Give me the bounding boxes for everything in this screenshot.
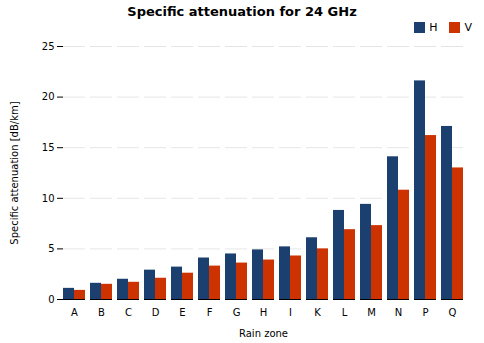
html-text:V: V [464,21,472,34]
svg-text:0: 0 [48,294,54,305]
svg-text:15: 15 [42,142,55,153]
svg-text:Q: Q [449,307,457,318]
svg-text:B: B [98,307,105,318]
svg-text:P: P [422,307,428,318]
svg-text:M: M [367,307,376,318]
svg-text:N: N [395,307,402,318]
svg-text:L: L [342,307,348,318]
svg-text:I: I [289,307,292,318]
svg-text:A: A [71,307,78,318]
svg-text:25: 25 [42,41,55,52]
svg-text:Rain zone: Rain zone [239,328,288,339]
svg-text:20: 20 [42,91,55,102]
svg-text:5: 5 [48,243,54,254]
svg-text:G: G [233,307,241,318]
svg-text:F: F [207,307,213,318]
svg-text:E: E [179,307,185,318]
html-text:Specific attenuation for 24 GH: Specific attenuation for 24 GHz [127,4,357,19]
svg-text:H: H [260,307,268,318]
svg-text:10: 10 [42,193,55,204]
svg-text:K: K [314,307,321,318]
svg-text:C: C [125,307,132,318]
html-text:H: H [429,21,438,34]
svg-text:D: D [152,307,160,318]
svg-text:Specific attenuation [dB/km]: Specific attenuation [dB/km] [9,101,20,244]
